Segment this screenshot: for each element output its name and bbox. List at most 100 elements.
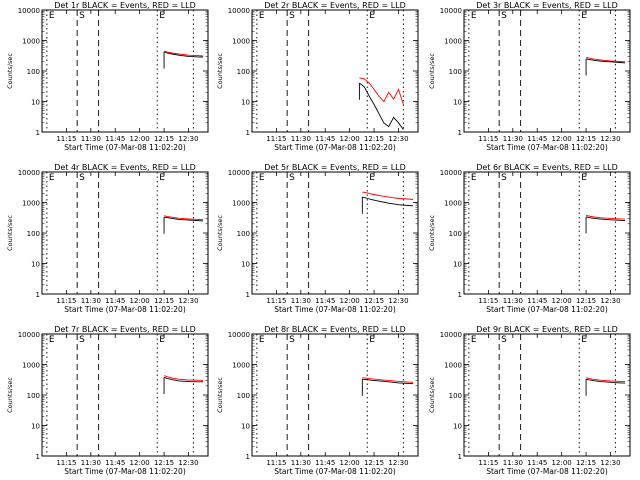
series-line-events bbox=[362, 378, 414, 385]
x-tick-label: 11:30 bbox=[291, 297, 311, 305]
x-axis-label: Start Time (07-Mar-08 11:02:20) bbox=[486, 143, 608, 152]
x-tick-label: 12:30 bbox=[388, 135, 408, 143]
x-tick-label: 12:00 bbox=[552, 459, 572, 467]
chart-title: Det 1r BLACK = Events, RED = LLD bbox=[54, 1, 196, 10]
y-tick-label: 1000 bbox=[22, 362, 40, 370]
series-line-events bbox=[164, 216, 204, 222]
x-tick-label: 11:30 bbox=[503, 459, 523, 467]
x-tick-label: 11:15 bbox=[478, 297, 498, 305]
y-axis-label: Counts/sec bbox=[216, 377, 224, 413]
x-tick-label: 12:15 bbox=[576, 135, 596, 143]
chart-title: Det 3r BLACK = Events, RED = LLD bbox=[476, 1, 618, 10]
y-tick-label: 10000 bbox=[18, 169, 40, 177]
x-tick-label: 12:15 bbox=[576, 297, 596, 305]
event-marker-label: S bbox=[79, 173, 85, 183]
y-tick-label: 100 bbox=[237, 230, 250, 238]
plot-frame bbox=[41, 171, 209, 295]
x-tick-label: 11:15 bbox=[478, 459, 498, 467]
event-marker-label: E bbox=[49, 173, 55, 183]
event-marker-label: E bbox=[581, 173, 587, 183]
x-tick-label: 11:15 bbox=[266, 135, 286, 143]
plot-frame bbox=[41, 9, 209, 133]
event-marker-label: E bbox=[49, 11, 55, 21]
event-marker-label: E bbox=[159, 335, 165, 345]
chart-panel: Det 1r BLACK = Events, RED = LLD 1 10 100 10… bbox=[6, 1, 209, 152]
y-tick-label: 100 bbox=[27, 68, 40, 76]
x-tick-label: 12:00 bbox=[552, 297, 572, 305]
x-axis-label: Start Time (07-Mar-08 11:02:20) bbox=[274, 143, 396, 152]
x-tick-label: 12:30 bbox=[600, 459, 620, 467]
event-marker-label: E bbox=[369, 11, 375, 21]
plot-frame bbox=[41, 333, 209, 457]
x-tick-label: 11:45 bbox=[105, 135, 125, 143]
chart-title: Det 5r BLACK = Events, RED = LLD bbox=[264, 163, 406, 172]
series-line-lld bbox=[163, 215, 204, 221]
y-tick-label: 10000 bbox=[18, 7, 40, 15]
x-tick-label: 11:15 bbox=[56, 135, 76, 143]
x-tick-label: 11:30 bbox=[81, 135, 101, 143]
y-tick-label: 100 bbox=[237, 392, 250, 400]
x-tick-label: 11:45 bbox=[105, 459, 125, 467]
series-line-lld bbox=[362, 191, 414, 200]
series-line-lld bbox=[585, 214, 626, 220]
x-tick-label: 11:45 bbox=[315, 459, 335, 467]
y-tick-label: 10000 bbox=[440, 7, 462, 15]
event-marker-label: E bbox=[159, 11, 165, 21]
y-tick-label: 1000 bbox=[22, 200, 40, 208]
event-marker-label: S bbox=[289, 173, 295, 183]
y-axis-label: Counts/sec bbox=[216, 215, 224, 251]
x-tick-label: 11:45 bbox=[527, 135, 547, 143]
x-tick-label: 12:30 bbox=[600, 135, 620, 143]
event-marker-label: S bbox=[501, 173, 507, 183]
series-line-events bbox=[163, 376, 204, 383]
x-tick-label: 12:00 bbox=[130, 135, 150, 143]
x-axis-label: Start Time (07-Mar-08 11:02:20) bbox=[486, 467, 608, 476]
y-axis-label: Counts/sec bbox=[6, 53, 14, 89]
y-tick-label: 100 bbox=[27, 230, 40, 238]
x-tick-label: 12:00 bbox=[130, 297, 150, 305]
chart-title: Det 9r BLACK = Events, RED = LLD bbox=[476, 325, 618, 334]
x-tick-label: 11:45 bbox=[315, 297, 335, 305]
x-axis-label: Start Time (07-Mar-08 11:02:20) bbox=[64, 143, 186, 152]
plot-frame bbox=[463, 333, 631, 457]
x-tick-label: 12:15 bbox=[154, 297, 174, 305]
x-axis-label: Start Time (07-Mar-08 11:02:20) bbox=[64, 467, 186, 476]
event-marker-label: S bbox=[79, 11, 85, 21]
x-tick-label: 11:15 bbox=[56, 459, 76, 467]
series-line-events bbox=[362, 196, 414, 207]
x-axis-label: Start Time (07-Mar-08 11:02:20) bbox=[64, 305, 186, 314]
event-marker-label: E bbox=[471, 173, 477, 183]
y-tick-label: 10 bbox=[453, 99, 462, 107]
series-line-lld bbox=[163, 50, 204, 57]
series-line-lld bbox=[585, 56, 626, 63]
series-line-events bbox=[586, 378, 626, 384]
x-tick-label: 11:15 bbox=[266, 297, 286, 305]
y-tick-label: 1 bbox=[458, 291, 462, 299]
x-tick-label: 11:30 bbox=[503, 297, 523, 305]
chart-panel: Det 9r BLACK = Events, RED = LLD 1 10 100 10… bbox=[428, 325, 631, 476]
chart-title: Det 7r BLACK = Events, RED = LLD bbox=[54, 325, 196, 334]
x-tick-label: 12:30 bbox=[178, 459, 198, 467]
y-tick-label: 10000 bbox=[18, 331, 40, 339]
x-tick-label: 11:15 bbox=[266, 459, 286, 467]
plot-frame bbox=[251, 333, 419, 457]
x-tick-label: 11:30 bbox=[81, 459, 101, 467]
y-tick-label: 1000 bbox=[232, 362, 250, 370]
y-axis-label: Counts/sec bbox=[6, 377, 14, 413]
series-line-lld bbox=[163, 375, 204, 381]
event-marker-label: E bbox=[259, 173, 265, 183]
y-tick-label: 1000 bbox=[444, 38, 462, 46]
y-tick-label: 10 bbox=[453, 261, 462, 269]
y-axis-label: Counts/sec bbox=[428, 377, 436, 413]
event-marker-label: E bbox=[471, 335, 477, 345]
event-marker-label: S bbox=[501, 11, 507, 21]
y-tick-label: 100 bbox=[27, 392, 40, 400]
x-tick-label: 11:30 bbox=[291, 135, 311, 143]
y-tick-label: 1000 bbox=[444, 200, 462, 208]
y-tick-label: 10000 bbox=[228, 331, 250, 339]
x-tick-label: 12:15 bbox=[364, 297, 384, 305]
x-tick-label: 12:00 bbox=[340, 297, 360, 305]
y-tick-label: 100 bbox=[449, 68, 462, 76]
y-tick-label: 10 bbox=[241, 99, 250, 107]
chart-panel: Det 2r BLACK = Events, RED = LLD 1 10 100 10… bbox=[216, 1, 419, 152]
